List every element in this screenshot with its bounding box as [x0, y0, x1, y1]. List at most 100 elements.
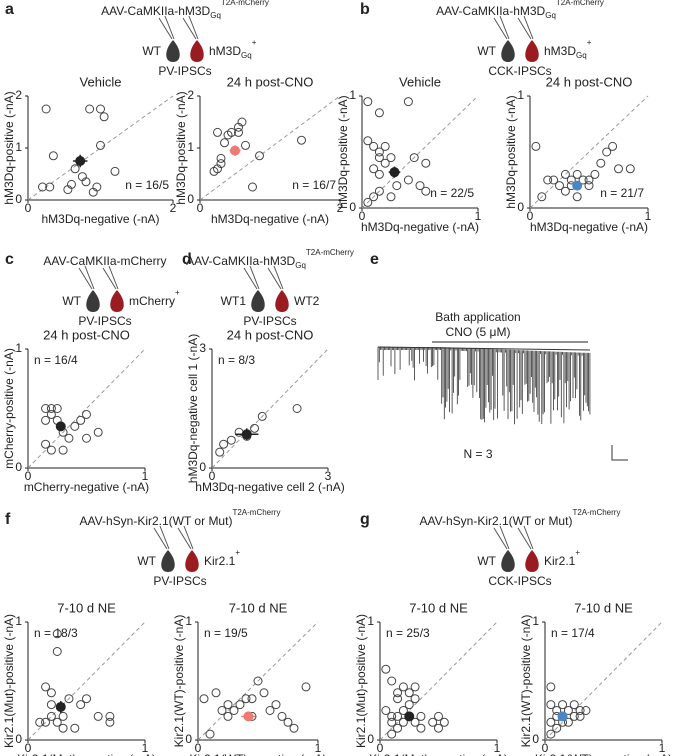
data-point: [546, 682, 556, 692]
x-tick-label: 3: [325, 469, 332, 483]
chart-title: 24 h post-CNO: [227, 74, 314, 89]
unity-line: [199, 95, 341, 201]
data-point: [369, 192, 379, 202]
data-point: [387, 711, 397, 721]
pipette: [182, 15, 199, 40]
data-point: [223, 711, 233, 721]
text-sup: T2A-mCherry: [306, 248, 354, 257]
data-point: [563, 717, 573, 727]
data-point: [35, 717, 45, 727]
panel-label: b: [360, 1, 370, 18]
data-point: [363, 136, 373, 146]
y-tick-label: 0: [517, 200, 524, 214]
y-axis-label: hM3Dq-positive (-nA): [2, 91, 16, 204]
data-point: [215, 447, 225, 457]
x-axis-label: Kir2.1(WT)-negative (-nA): [535, 752, 672, 756]
chart-title: Vehicle: [399, 74, 441, 89]
data-point: [48, 151, 58, 161]
data-point: [572, 169, 582, 179]
data-point: [277, 711, 287, 721]
cell-body: [275, 290, 289, 312]
x-axis-label: hM3Dq-negative (-nA): [41, 212, 159, 226]
data-point: [223, 130, 233, 140]
unity-line: [197, 621, 319, 741]
x-tick-label: 0: [542, 741, 549, 755]
chart-title: 7-10 d NE: [409, 600, 468, 615]
n-label: n = 18/3: [34, 626, 78, 640]
data-point: [403, 175, 413, 185]
text-sup: T2A-mCherry: [221, 0, 269, 7]
data-point: [566, 175, 576, 185]
data-point: [93, 427, 103, 437]
text-sup: T2A-mCherry: [232, 508, 280, 517]
pipette: [517, 525, 534, 550]
data-point: [398, 717, 408, 727]
mean-point: [243, 711, 254, 722]
data-point: [380, 141, 390, 151]
data-point: [64, 433, 74, 443]
data-point: [434, 723, 443, 733]
data-point: [584, 175, 594, 185]
data-point: [64, 694, 74, 704]
data-point: [76, 415, 86, 425]
data-point: [421, 158, 431, 168]
data-point: [52, 717, 62, 727]
mean-point: [230, 145, 240, 156]
mean-point: [389, 167, 400, 178]
data-point: [211, 688, 221, 698]
unity-line: [529, 95, 649, 209]
data-point: [46, 445, 56, 455]
rich-text: hM3DGq+: [544, 38, 592, 60]
text-sup: T2A-mCherry: [572, 508, 620, 517]
data-point: [363, 197, 373, 207]
data-point: [387, 729, 397, 739]
trace-title: Bath application: [435, 310, 520, 324]
y-tick-label: 1: [15, 341, 22, 355]
data-point: [596, 158, 606, 168]
panel-label: c: [5, 251, 14, 268]
data-point: [213, 127, 222, 137]
mean-point: [75, 156, 86, 166]
data-point: [235, 700, 245, 710]
data-point: [369, 164, 379, 174]
text-main: hM3D: [209, 44, 241, 58]
rich-text: AAV-CaMKIIa-hM3DGqT2A-mCherry: [436, 0, 604, 20]
data-point: [41, 717, 51, 727]
data-point: [88, 187, 98, 197]
data-point: [537, 192, 547, 202]
mean-point: [557, 711, 568, 722]
drug-label: CNO (5 μM): [446, 325, 511, 339]
text-sub: Gq: [210, 11, 221, 20]
chart-title: 7-10 d NE: [229, 600, 288, 615]
x-tick-label: 2: [170, 201, 177, 215]
data-point: [105, 711, 115, 721]
data-point: [608, 141, 618, 151]
data-point: [82, 409, 91, 419]
data-point: [410, 682, 420, 692]
y-axis-label: Kir2.1(Mut)-positive (-nA): [2, 614, 16, 748]
data-point: [96, 104, 105, 114]
data-point: [52, 404, 62, 413]
data-point: [247, 694, 257, 704]
data-point: [552, 706, 562, 715]
x-axis-label: Kir2.1(Mut)-negative (-nA): [369, 752, 508, 756]
text-main: WT: [477, 44, 496, 58]
data-point: [380, 158, 390, 168]
x-axis-label: hM3Dq-negative (-nA): [211, 212, 329, 226]
data-point: [387, 717, 397, 727]
n-label: n = 25/3: [386, 626, 430, 640]
data-point: [219, 439, 229, 449]
panel-label: e: [370, 251, 379, 268]
y-tick-label: 0: [185, 732, 192, 746]
rich-text: AAV-hSyn-Kir2.1(WT or Mut)T2A-mCherry: [80, 508, 281, 528]
cell-body: [525, 550, 539, 572]
data-point: [563, 706, 573, 715]
data-point: [292, 404, 302, 413]
cell-body: [251, 290, 265, 312]
y-tick-label: 0: [367, 732, 374, 746]
data-point: [93, 711, 103, 721]
data-point: [41, 439, 51, 449]
cell-body: [166, 40, 180, 62]
x-tick-label: 1: [315, 741, 322, 755]
